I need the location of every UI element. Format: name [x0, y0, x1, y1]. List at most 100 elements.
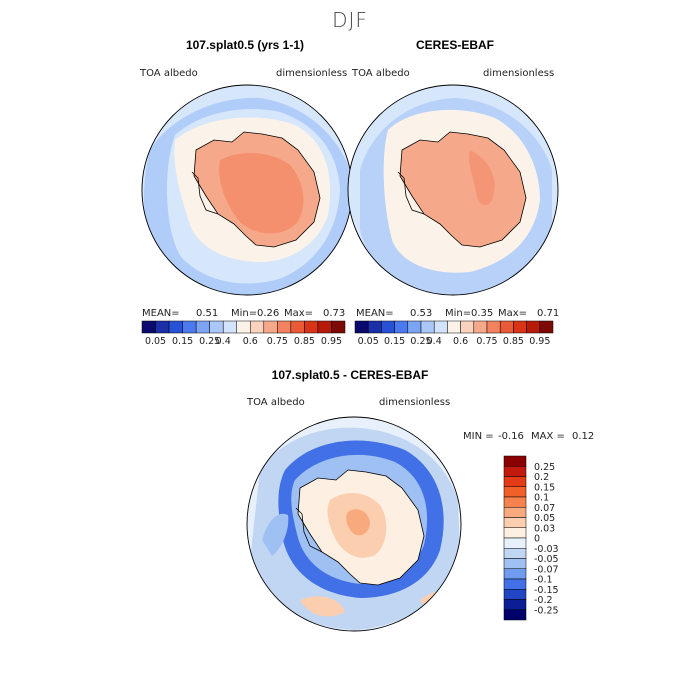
colorbar-1-tick-label: 0.95	[321, 336, 342, 347]
colorbar-2-swatch	[394, 320, 409, 334]
colorbar-diff-swatch	[503, 496, 527, 508]
colorbar-2-swatch	[354, 320, 369, 334]
colorbar-1-tick-label: 0.6	[243, 336, 258, 347]
map-diff-border	[246, 416, 462, 632]
colorbar-diff-swatch	[503, 455, 527, 467]
colorbar-diff-tick-label: -0.1	[534, 575, 553, 586]
diff-min-label: MIN =	[463, 431, 494, 442]
colorbar-2-swatch	[367, 320, 382, 334]
page-title: DJF	[332, 8, 368, 32]
colorbar-2-tick-label: 0.4	[427, 336, 442, 347]
panel-1-title: 107.splat0.5 (yrs 1-1)	[185, 38, 305, 52]
colorbar-1-swatch	[317, 320, 332, 334]
colorbar-diff-swatch	[503, 558, 527, 569]
colorbar-1-tick-label: 0.25	[199, 336, 220, 347]
colorbar-1-swatch	[209, 320, 224, 334]
colorbar-1: 0.05 0.15 0.250.4 0.6 0.75 0.85 0.95	[141, 320, 346, 347]
colorbar-1-tick-label: 0.85	[294, 336, 315, 347]
colorbar-diff-swatch	[503, 507, 527, 518]
panel-1-mean-value: 0.51	[196, 308, 219, 319]
colorbar-2-swatch	[447, 320, 461, 334]
colorbar-1-tick-label: 0.15	[172, 336, 193, 347]
colorbar-2-swatch	[473, 320, 488, 334]
panel-2-mean-label: MEAN=	[356, 308, 394, 319]
colorbar-2-swatch	[539, 320, 554, 334]
colorbar-diff-tick-label: -0.03	[534, 544, 559, 555]
panel-2-min-label: Min=	[445, 308, 472, 319]
map-1	[142, 85, 352, 295]
colorbar-1-swatch	[155, 320, 170, 334]
diff-min-value: -0.16	[498, 431, 524, 442]
colorbar-2-tick-label: 0.15	[384, 336, 405, 347]
panel-1-max-value: 0.73	[323, 308, 346, 319]
panel-2-units: dimensionless	[483, 68, 555, 79]
colorbar-2-swatch	[460, 320, 475, 334]
map-2	[348, 85, 558, 295]
panel-2-max-label: Max=	[498, 308, 528, 319]
colorbar-2-swatch	[486, 320, 501, 334]
colorbar-2-tick-label: 0.25	[410, 336, 431, 347]
colorbar-diff-tick-label: 0.15	[534, 482, 555, 493]
diff-panel-title: 107.splat0.5 - CERES-EBAF	[271, 368, 429, 382]
colorbar-diff-tick-label: 0.2	[534, 472, 549, 483]
panel-2-min-value: 0.35	[471, 308, 494, 319]
colorbar-diff-swatch	[503, 578, 527, 590]
colorbar-2-swatch	[499, 320, 514, 334]
colorbar-diff-swatch	[503, 527, 527, 539]
panel-2-title: CERES-EBAF	[415, 38, 494, 52]
diff-units: dimensionless	[379, 397, 451, 408]
colorbar-diff-swatch	[503, 517, 527, 528]
map-2-border	[347, 84, 559, 296]
colorbar-2-swatch	[526, 320, 541, 334]
colorbar-1-swatch	[236, 320, 251, 334]
colorbar-diff-swatch	[503, 548, 527, 559]
colorbar-diff-tick-label: 0.1	[534, 493, 549, 504]
colorbar-diff-tick-label: -0.07	[534, 564, 559, 575]
colorbar-1-swatch	[195, 320, 210, 334]
colorbar-diff-tick-label: -0.2	[534, 595, 553, 606]
colorbar-diff-swatch	[503, 568, 527, 580]
colorbar-2-tick-label: 0.85	[503, 336, 524, 347]
colorbar-2-swatch	[407, 320, 422, 334]
colorbar-diff-tick-label: -0.05	[534, 554, 559, 565]
panel-2-field-label: TOA albedo	[352, 68, 410, 79]
colorbar-2-swatch	[513, 320, 527, 334]
colorbar-1-swatch	[182, 320, 197, 334]
colorbar-2-tick-label: 0.95	[529, 336, 550, 347]
colorbar-diff: 0.250.20.150.10.070.050.030-0.03-0.05-0.…	[503, 455, 559, 621]
colorbar-diff-swatch	[503, 609, 527, 621]
colorbar-diff-tick-label: 0.03	[534, 523, 555, 534]
colorbar-2-swatch	[381, 320, 395, 334]
colorbar-2: 0.05 0.15 0.250.4 0.6 0.75 0.85 0.95	[354, 320, 554, 347]
colorbar-1-tick-label: 0.05	[145, 336, 166, 347]
colorbar-1-swatch	[250, 320, 265, 334]
diff-field-label: TOA albedo	[247, 397, 305, 408]
colorbar-diff-tick-label: 0.05	[534, 513, 555, 524]
colorbar-2-swatch	[433, 320, 448, 334]
colorbar-2-swatch	[420, 320, 435, 334]
panel-1-field-label: TOA albedo	[140, 68, 198, 79]
diff-max-value: 0.12	[572, 431, 595, 442]
panel-1-min-value: 0.26	[257, 308, 280, 319]
colorbar-1-swatch	[168, 320, 183, 334]
colorbar-diff-swatch	[503, 537, 527, 549]
colorbar-1-tick-label: 0.75	[267, 336, 288, 347]
colorbar-diff-swatch	[503, 589, 527, 600]
colorbar-diff-tick-label: 0.25	[534, 462, 555, 473]
colorbar-diff-tick-label: -0.25	[534, 605, 559, 616]
colorbar-1-swatch	[277, 320, 292, 334]
colorbar-2-tick-label: 0.6	[453, 336, 468, 347]
colorbar-diff-swatch	[503, 466, 527, 477]
colorbar-diff-swatch	[503, 599, 527, 610]
colorbar-diff-swatch	[503, 486, 527, 498]
colorbar-1-swatch	[290, 320, 305, 334]
colorbar-1-swatch	[304, 320, 319, 334]
colorbar-1-tick-label: 0.4	[216, 336, 231, 347]
colorbar-1-swatch	[331, 320, 346, 334]
colorbar-diff-tick-label: -0.15	[534, 585, 559, 596]
panel-2-mean-value: 0.53	[410, 308, 433, 319]
panel-1-min-label: Min=	[231, 308, 258, 319]
colorbar-diff-tick-label: 0.07	[534, 503, 555, 514]
colorbar-1-swatch	[263, 320, 278, 334]
